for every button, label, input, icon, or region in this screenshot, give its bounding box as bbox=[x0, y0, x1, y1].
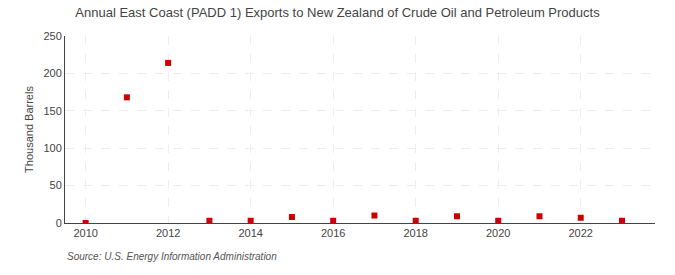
svg-text:2014: 2014 bbox=[238, 227, 262, 239]
svg-text:0: 0 bbox=[56, 217, 62, 229]
svg-text:150: 150 bbox=[43, 105, 61, 117]
svg-text:Annual East Coast (PADD 1) Exp: Annual East Coast (PADD 1) Exports to Ne… bbox=[75, 5, 600, 20]
svg-text:50: 50 bbox=[50, 179, 62, 191]
svg-text:2010: 2010 bbox=[73, 227, 97, 239]
svg-text:2012: 2012 bbox=[156, 227, 180, 239]
svg-text:100: 100 bbox=[43, 142, 61, 154]
svg-text:2018: 2018 bbox=[403, 227, 427, 239]
svg-text:250: 250 bbox=[43, 30, 61, 42]
svg-text:2020: 2020 bbox=[486, 227, 510, 239]
svg-text:Source: U.S. Energy Informatio: Source: U.S. Energy Information Administ… bbox=[67, 251, 277, 262]
svg-text:2016: 2016 bbox=[321, 227, 345, 239]
svg-text:2022: 2022 bbox=[568, 227, 592, 239]
svg-text:200: 200 bbox=[43, 67, 61, 79]
svg-text:Thousand Barrels: Thousand Barrels bbox=[23, 86, 35, 173]
